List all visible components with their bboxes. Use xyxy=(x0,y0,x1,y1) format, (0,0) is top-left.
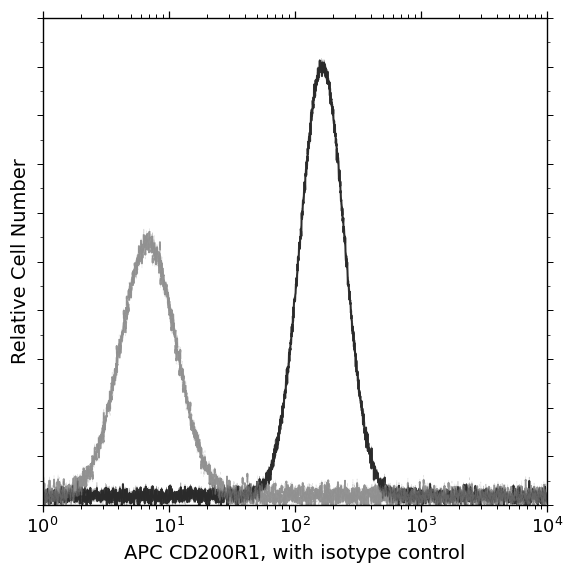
Y-axis label: Relative Cell Number: Relative Cell Number xyxy=(11,158,30,364)
X-axis label: APC CD200R1, with isotype control: APC CD200R1, with isotype control xyxy=(124,544,466,563)
